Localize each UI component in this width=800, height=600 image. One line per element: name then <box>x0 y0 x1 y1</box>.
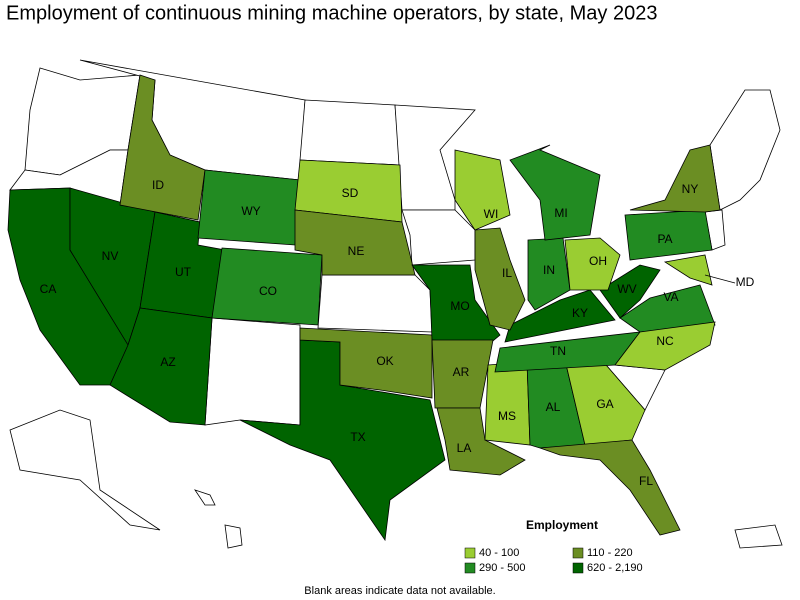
state-label: VA <box>663 290 678 304</box>
state <box>454 149 511 231</box>
state-label: OH <box>589 254 607 268</box>
blank-states <box>9 59 783 549</box>
state <box>539 439 681 536</box>
state-blank <box>401 209 476 266</box>
legend: 40 - 100 110 - 220 290 - 500 620 - 2,190 <box>464 547 643 574</box>
state-label: AR <box>453 365 470 379</box>
state-label: FL <box>639 474 653 488</box>
state <box>436 407 526 476</box>
state <box>614 321 716 371</box>
states: CA NV UT AZ ID WY CO SD NE TX OK MO AR LA MS AL GA FL TN KY… <box>7 74 755 542</box>
state-label: CA <box>40 282 57 296</box>
state <box>211 247 323 326</box>
state-label: TX <box>350 430 365 444</box>
legend-label: 40 - 100 <box>479 547 519 559</box>
state-label: NY <box>682 182 699 196</box>
state <box>619 284 716 333</box>
state-label: MS <box>498 409 516 423</box>
state-label: LA <box>457 441 472 455</box>
state-blank <box>224 524 243 549</box>
legend-label: 290 - 500 <box>479 562 525 574</box>
state-blank <box>317 274 433 333</box>
state <box>629 144 721 213</box>
state <box>411 264 501 346</box>
state-label: NE <box>348 244 365 258</box>
state-label: MI <box>554 206 567 220</box>
state <box>663 254 713 286</box>
legend-swatch <box>572 547 584 559</box>
state-blank <box>734 524 783 549</box>
state-label: GA <box>596 397 613 411</box>
state-blank <box>9 409 161 531</box>
state <box>474 227 526 331</box>
state-label: AL <box>546 400 561 414</box>
leader-line <box>704 274 736 284</box>
state-label: PA <box>657 232 672 246</box>
state-label: UT <box>175 265 192 279</box>
state <box>564 237 621 291</box>
legend-swatch <box>464 562 476 574</box>
state-label: CO <box>259 284 277 298</box>
state-label: AZ <box>160 355 175 369</box>
state-label: WI <box>484 207 499 221</box>
state-label: OK <box>376 354 393 368</box>
state-label: TN <box>550 344 566 358</box>
state-label: IN <box>543 263 555 277</box>
state-label: WY <box>241 204 260 218</box>
note: Blank areas indicate data not available. <box>304 585 495 597</box>
state-label: ID <box>152 178 164 192</box>
state-blank <box>204 317 301 426</box>
state <box>509 144 601 241</box>
legend-label: 110 - 220 <box>587 547 633 559</box>
state-label: IL <box>502 266 512 280</box>
state-blank <box>709 89 781 211</box>
state-label: NV <box>102 249 119 263</box>
state-label: MO <box>450 299 469 313</box>
legend-title: Employment <box>526 518 598 532</box>
legend-swatch <box>464 547 476 559</box>
state-label: NC <box>656 334 674 348</box>
state <box>599 264 661 319</box>
state-label: WV <box>617 282 636 296</box>
legend-label: 620 - 2,190 <box>587 562 643 574</box>
state <box>294 209 416 276</box>
state <box>484 361 531 446</box>
state-label: MD <box>736 275 755 289</box>
map-title: Employment of continuous mining machine … <box>6 2 657 24</box>
state-blank <box>194 489 216 506</box>
legend-swatch <box>572 562 584 574</box>
state-blank <box>299 99 401 166</box>
state-label: KY <box>572 306 588 320</box>
state-label: SD <box>342 186 359 200</box>
state <box>504 289 616 343</box>
